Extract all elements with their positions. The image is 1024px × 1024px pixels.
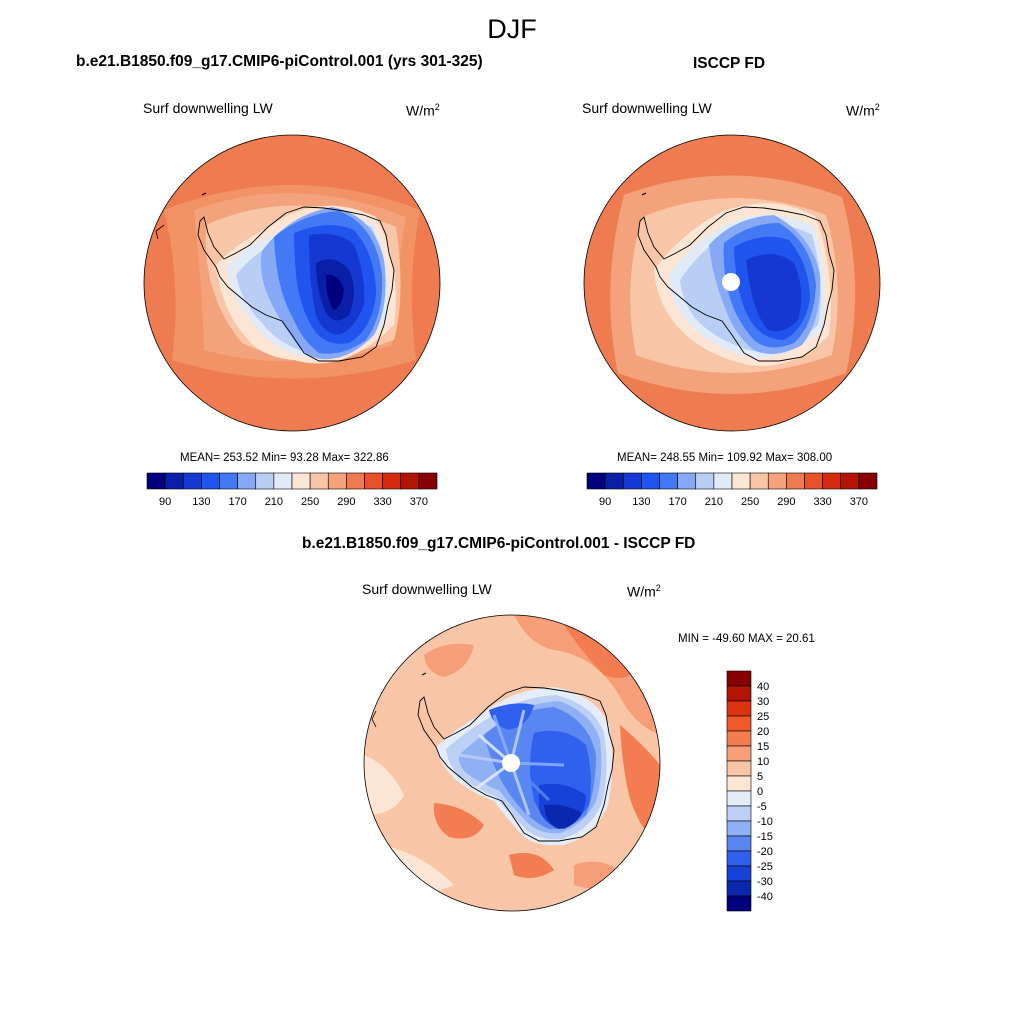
colorbar-swatch — [346, 472, 365, 490]
colorbar-tick-label: 90 — [159, 496, 171, 508]
colorbar-swatch — [400, 472, 420, 490]
colorbar-tick-label: 210 — [705, 496, 723, 508]
colorbar-tick-label: 5 — [757, 771, 763, 783]
colorbar-tick-label: 330 — [373, 496, 391, 508]
colorbar-swatch — [726, 670, 752, 687]
colorbar-swatch — [641, 472, 660, 490]
colorbar-swatch — [726, 760, 752, 777]
colorbar-swatch — [146, 472, 166, 490]
colorbar-swatch — [327, 472, 347, 490]
colorbar-tick-label: 370 — [410, 496, 428, 508]
colorbar-swatch — [677, 472, 697, 490]
colorbar-tick-label: 10 — [757, 756, 769, 768]
figure-title: DJF — [487, 14, 537, 44]
colorbar-tick-label: 0 — [757, 786, 763, 798]
polar-map-obs — [583, 134, 881, 432]
colorbar-swatch — [804, 472, 823, 490]
panel-title-diff: b.e21.B1850.f09_g17.CMIP6-piControl.001 … — [302, 535, 696, 552]
variable-label-model: Surf downwelling LW — [143, 100, 273, 116]
colorbar-swatch — [273, 472, 293, 490]
colorbar-swatch — [255, 472, 275, 490]
variable-label-obs: Surf downwelling LW — [582, 100, 712, 116]
colorbar-swatch — [309, 472, 329, 490]
colorbar-tick-label: -20 — [757, 846, 773, 858]
colorbar-swatch — [713, 472, 733, 490]
colorbar-swatch — [822, 472, 842, 490]
colorbar-swatch — [201, 472, 220, 490]
colorbar-swatch — [726, 895, 752, 912]
colorbar-swatch — [182, 472, 202, 490]
colorbar-swatch — [731, 472, 751, 490]
colorbar-tick-label: -30 — [757, 876, 773, 888]
colorbar-swatch — [726, 715, 752, 732]
colorbar-tick-label: 30 — [757, 696, 769, 708]
colorbar-tick-label: 15 — [757, 741, 769, 753]
colorbar-swatch — [726, 835, 752, 852]
colorbar-tick-label: 130 — [192, 496, 210, 508]
colorbar-swatch — [219, 472, 238, 490]
colorbar-tick-label: 290 — [337, 496, 355, 508]
colorbar-swatch — [726, 850, 752, 867]
colorbar-diff: 40 30 25 20 15 10 5 0 -5 -10 -15 -20 -25 -30 -40 — [726, 670, 773, 912]
polar-map-diff — [363, 614, 661, 912]
colorbar-tick-label: 370 — [850, 496, 868, 508]
colorbar-swatch — [726, 865, 752, 882]
colorbar-swatch — [726, 790, 752, 807]
colorbar-obs: 90 130 170 210 250 290 330 370 — [586, 472, 878, 508]
colorbar-tick-label: 40 — [757, 681, 769, 693]
polar-map-model — [143, 134, 441, 432]
colorbar-tick-label: 330 — [813, 496, 831, 508]
colorbar-tick-label: 170 — [228, 496, 246, 508]
colorbar-tick-label: -5 — [757, 801, 767, 813]
units-label-model: W/m2 — [406, 102, 440, 119]
colorbar-swatch — [726, 880, 752, 897]
stats-diff: MIN = -49.60 MAX = 20.61 — [678, 633, 815, 645]
colorbar-swatch — [726, 775, 752, 792]
colorbar-swatch — [364, 472, 383, 490]
colorbar-tick-label: 25 — [757, 711, 769, 723]
colorbar-swatch — [726, 820, 752, 837]
panel-title-obs: ISCCP FD — [693, 55, 766, 72]
colorbar-tick-label: 210 — [265, 496, 283, 508]
colorbar-swatch — [767, 472, 787, 490]
stats-obs: MEAN= 248.55 Min= 109.92 Max= 308.00 — [617, 452, 833, 464]
colorbar-swatch — [586, 472, 606, 490]
colorbar-swatch — [164, 472, 184, 490]
units-label-diff: W/m2 — [627, 583, 661, 600]
panel-title-model: b.e21.B1850.f09_g17.CMIP6-piControl.001 … — [76, 53, 483, 70]
colorbar-swatch — [786, 472, 805, 490]
colorbar-tick-label: 170 — [668, 496, 686, 508]
colorbar-tick-label: 250 — [741, 496, 759, 508]
colorbar-tick-label: 250 — [301, 496, 319, 508]
units-label-obs: W/m2 — [846, 102, 880, 119]
colorbar-swatch — [726, 745, 752, 762]
colorbar-swatch — [418, 472, 438, 490]
colorbar-swatch — [726, 685, 752, 702]
colorbar-swatch — [726, 730, 752, 747]
colorbar-swatch — [382, 472, 402, 490]
colorbar-swatch — [840, 472, 860, 490]
colorbar-tick-label: -15 — [757, 831, 773, 843]
colorbar-swatch — [726, 700, 752, 717]
colorbar-tick-label: -25 — [757, 861, 773, 873]
colorbar-tick-label: 90 — [599, 496, 611, 508]
colorbar-swatch — [622, 472, 642, 490]
variable-label-diff: Surf downwelling LW — [362, 581, 492, 597]
colorbar-swatch — [604, 472, 624, 490]
colorbar-tick-label: -40 — [757, 891, 773, 903]
colorbar-swatch — [237, 472, 257, 490]
colorbar-swatch — [659, 472, 678, 490]
colorbar-swatch — [858, 472, 878, 490]
colorbar-swatch — [695, 472, 715, 490]
colorbar-swatch — [291, 472, 311, 490]
stats-model: MEAN= 253.52 Min= 93.28 Max= 322.86 — [180, 452, 389, 464]
colorbar-tick-label: 130 — [632, 496, 650, 508]
colorbar-tick-label: 20 — [757, 726, 769, 738]
colorbar-tick-label: -10 — [757, 816, 773, 828]
colorbar-tick-label: 290 — [777, 496, 795, 508]
colorbar-model: 90 130 170 210 250 290 330 370 — [146, 472, 438, 508]
colorbar-swatch — [726, 805, 752, 822]
colorbar-swatch — [749, 472, 769, 490]
